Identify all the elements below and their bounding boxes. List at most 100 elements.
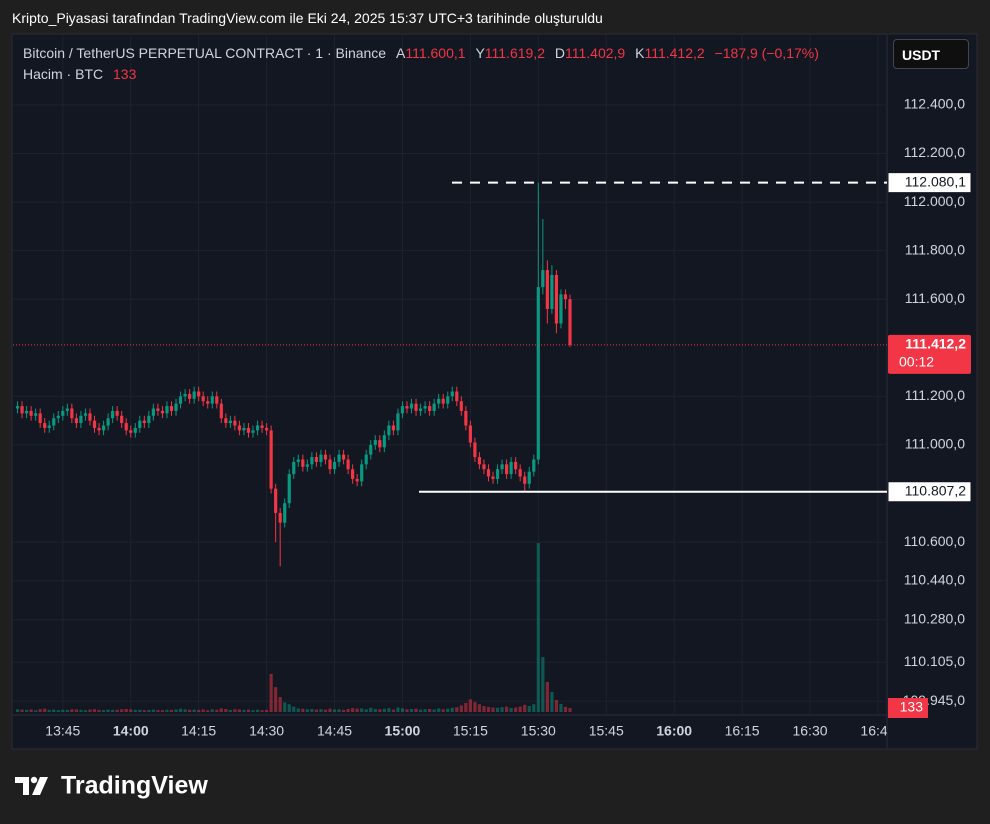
volume-bar	[124, 709, 128, 712]
volume-bar	[545, 682, 549, 712]
candle-body	[188, 393, 192, 399]
volume-bar	[201, 709, 205, 712]
volume-bar	[264, 709, 269, 712]
volume-tag	[888, 698, 928, 719]
volume-bar	[120, 709, 124, 712]
candle-body	[65, 408, 69, 411]
plot-area	[13, 181, 887, 712]
last-price-label: 111.412,2	[905, 336, 966, 352]
volume-bar	[319, 709, 323, 712]
candle-body	[56, 415, 60, 419]
volume-bar	[341, 709, 346, 712]
volume-bar	[310, 709, 314, 712]
candle-body	[351, 469, 355, 479]
candle-body	[228, 420, 232, 424]
volume-bar	[464, 703, 468, 712]
x-tick-label: 16:15	[725, 723, 760, 739]
y-tick-label: 111.800,0	[905, 241, 965, 257]
candle-body	[165, 406, 169, 414]
candle-body	[341, 454, 346, 460]
y-tick-label: 110.600,0	[904, 533, 965, 549]
candle-body	[477, 457, 482, 465]
candle-body	[156, 408, 160, 411]
volume-bar	[274, 687, 278, 712]
volume-bar	[505, 706, 509, 712]
candle-body	[446, 396, 450, 404]
candle-body	[233, 420, 237, 426]
candle-body	[210, 396, 214, 404]
candle-body	[79, 415, 83, 424]
last-price-tag	[888, 334, 971, 374]
candle-body	[518, 469, 522, 477]
volume-bar	[355, 708, 359, 712]
x-tick-label: 14:30	[249, 723, 284, 739]
x-tick-label: 14:45	[317, 723, 352, 739]
legend-key: A	[395, 45, 406, 61]
y-tick-label: 111.600,0	[905, 290, 965, 306]
candle-body	[378, 440, 382, 448]
x-tick-label: 14:15	[181, 723, 216, 739]
candle-body	[292, 461, 296, 475]
candle-body	[61, 410, 65, 416]
logo-mark	[32, 777, 48, 795]
candle-body	[459, 401, 463, 411]
candle-body	[301, 459, 305, 467]
candle-body	[328, 459, 332, 470]
candle-body	[101, 425, 106, 431]
volume-bar	[283, 702, 287, 712]
volume-bar	[337, 709, 341, 712]
candle-body	[532, 459, 536, 472]
brand: TradingView	[61, 772, 208, 800]
volume-bar	[486, 706, 491, 712]
volume-bar	[541, 657, 545, 712]
x-tick-label: 16:00	[656, 723, 692, 739]
candle-body	[274, 488, 278, 513]
candle-body	[382, 435, 386, 448]
candle-body	[242, 427, 246, 431]
volume-bar	[314, 709, 319, 712]
currency-button[interactable]: USDT	[893, 39, 969, 69]
volume-value: 133	[113, 66, 137, 82]
volume-bar	[237, 709, 242, 712]
volume-bar	[70, 709, 74, 712]
volume-bar	[178, 708, 183, 712]
volume-bar	[38, 709, 42, 712]
candle-body	[391, 425, 395, 431]
volume-bar	[332, 709, 337, 712]
x-tick-label: 13:45	[45, 723, 80, 739]
candle-body	[246, 427, 251, 433]
volume-bar	[382, 708, 386, 712]
volume-bar	[224, 709, 228, 712]
y-tick-label: 110.280,0	[904, 610, 965, 626]
volume-bar	[323, 709, 328, 712]
candle-body	[142, 420, 146, 424]
y-tick-label: 112.000,0	[904, 193, 965, 209]
brand-logo: TradingView	[15, 772, 208, 800]
legend-value: 111.402,9	[565, 45, 626, 61]
candle-body	[400, 406, 405, 414]
candle-body	[486, 469, 491, 477]
time-axis: 13:45 14:00 14:15 14:30 14:45 15:00 15:15 15:30…	[45, 723, 887, 739]
candle-body	[219, 403, 223, 419]
candle-body	[432, 403, 436, 411]
volume-bar	[532, 704, 536, 712]
x-tick-label: 15:45	[589, 723, 624, 739]
price-axis: 112.400,0 112.200,0 112.000,0 111.800,0 111.…	[887, 96, 972, 719]
legend-key: Y	[475, 45, 485, 61]
candle-body	[527, 471, 531, 484]
candle-body	[473, 442, 477, 458]
volume-bar	[197, 709, 201, 712]
volume-bar	[115, 709, 119, 712]
volume-bar	[500, 707, 504, 712]
candle-body	[24, 410, 29, 414]
candle-body	[360, 464, 364, 482]
volume-bar	[509, 708, 513, 712]
candle-body	[138, 420, 142, 428]
volume-bar	[523, 704, 527, 712]
candle-body	[536, 287, 540, 460]
volume-bar	[151, 709, 155, 712]
volume-bar	[43, 708, 47, 712]
candle-body	[423, 406, 427, 409]
